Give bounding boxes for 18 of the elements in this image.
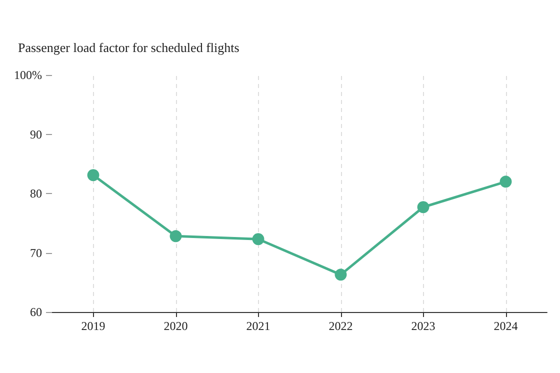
y-tick-label: 90	[30, 127, 42, 142]
point	[334, 268, 347, 281]
point	[252, 233, 264, 246]
x-tick-label: 2024	[494, 319, 518, 333]
x-tick-label: 2020	[164, 319, 188, 333]
x-tick-label: 2019	[81, 319, 106, 333]
point	[87, 169, 100, 182]
chart-title: Passenger load factor for scheduled flights	[18, 40, 240, 55]
y-tick-label: 60	[30, 305, 42, 319]
point	[170, 230, 182, 242]
x-tick-label: 2021	[246, 319, 270, 333]
y-tick-label: 100%	[14, 68, 42, 82]
point	[500, 176, 512, 188]
x-tick-label: 2022	[328, 319, 353, 333]
x-tick-label: 2023	[411, 319, 436, 333]
y-tick-label: 70	[30, 246, 42, 260]
y-tick-label: 80	[30, 186, 42, 200]
point	[417, 201, 430, 214]
